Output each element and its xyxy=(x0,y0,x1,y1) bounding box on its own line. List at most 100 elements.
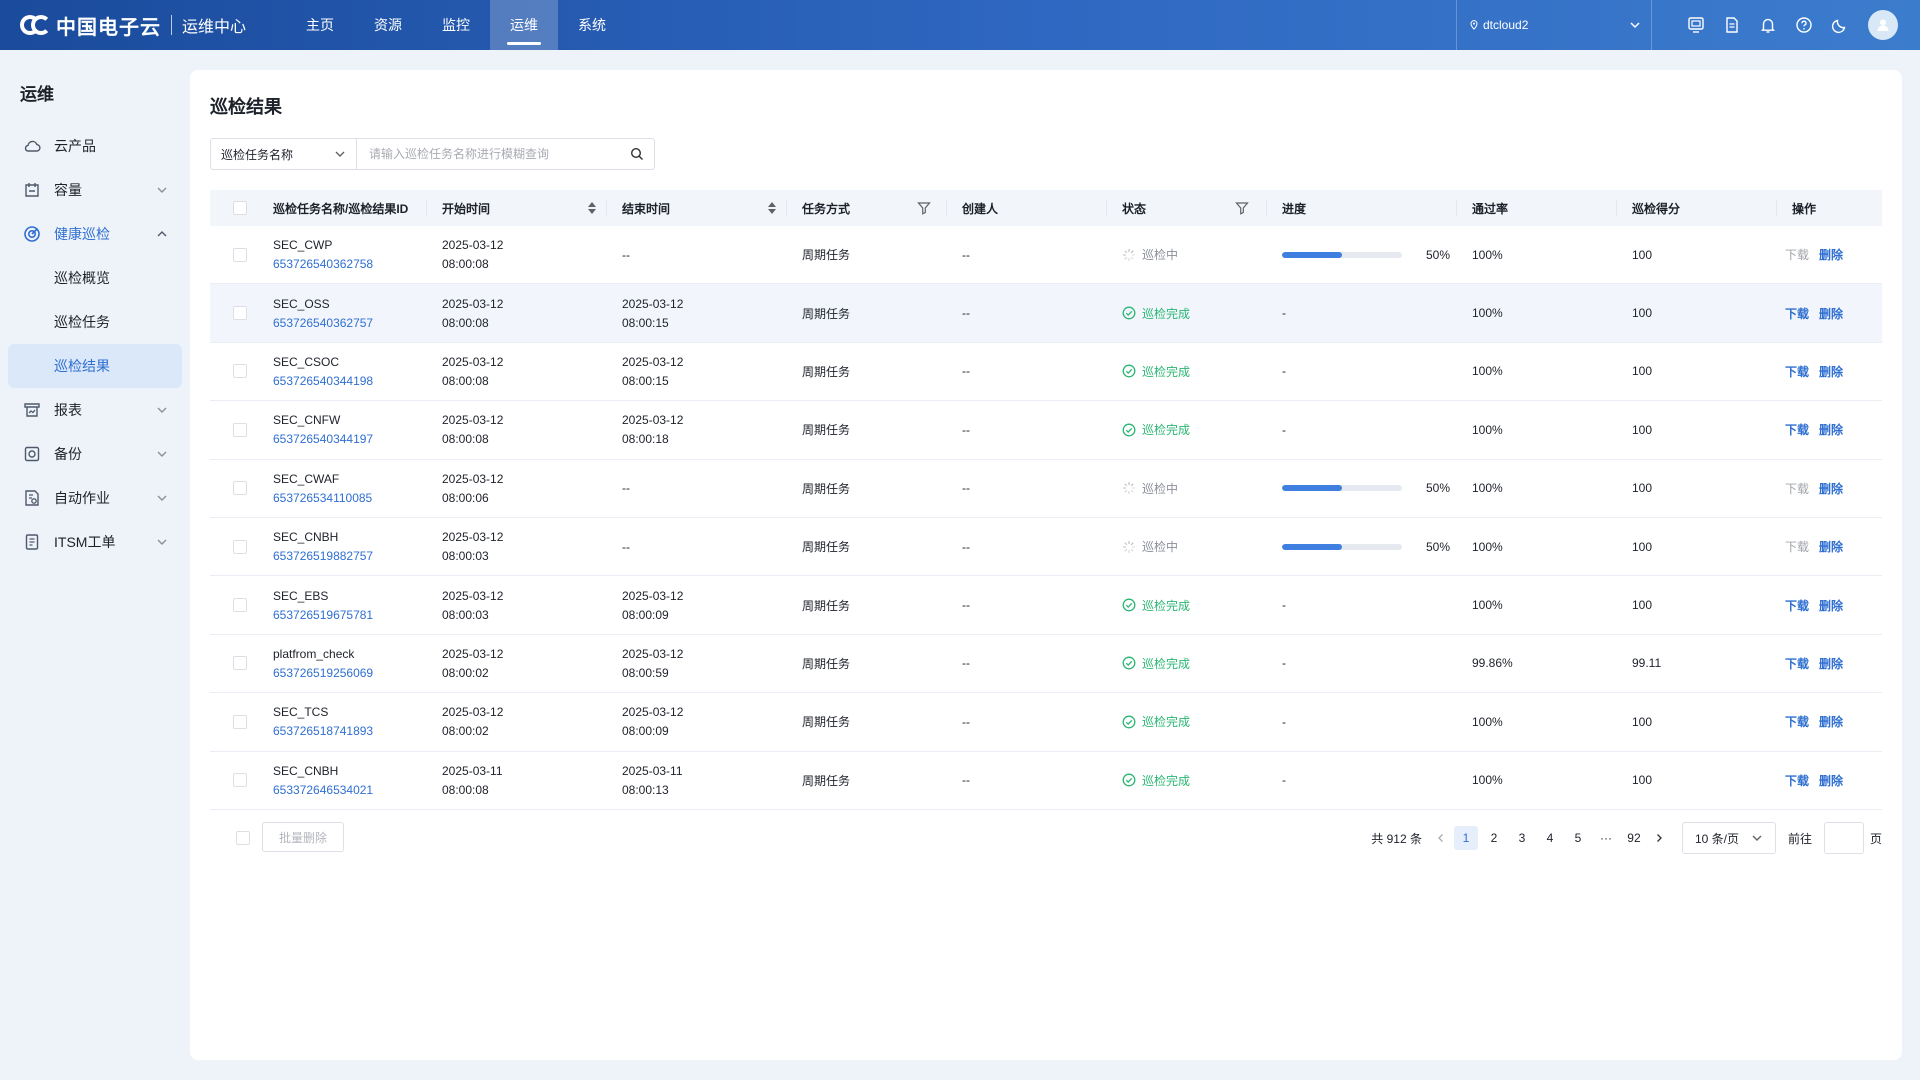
nav-item-2[interactable]: 监控 xyxy=(442,17,470,33)
creator: -- xyxy=(962,714,970,729)
creator: -- xyxy=(962,247,970,262)
sidebar-item-6[interactable]: ITSM工单 xyxy=(8,520,182,564)
delete-link[interactable]: 删除 xyxy=(1819,598,1844,613)
column-header-2: 结束时间 xyxy=(622,201,671,216)
sort-icon[interactable] xyxy=(587,201,597,215)
logo-icon xyxy=(20,13,51,37)
delete-link[interactable]: 删除 xyxy=(1819,423,1844,438)
search-input[interactable] xyxy=(357,139,620,169)
delete-link[interactable]: 删除 xyxy=(1819,656,1844,671)
download-link[interactable]: 下载 xyxy=(1785,423,1810,438)
delete-link[interactable]: 删除 xyxy=(1819,481,1844,496)
filter-icon[interactable] xyxy=(1235,201,1249,215)
more-pages-button[interactable]: ··· xyxy=(1599,831,1612,845)
sidebar-item-3[interactable]: 报表 xyxy=(8,388,182,432)
row-checkbox[interactable] xyxy=(233,714,247,729)
delete-link[interactable]: 删除 xyxy=(1819,306,1844,321)
goto-page-input[interactable] xyxy=(1823,822,1864,854)
page-number[interactable]: 2 xyxy=(1490,831,1498,845)
row-checkbox[interactable] xyxy=(233,773,247,788)
result-id-link[interactable]: 653726519256069 xyxy=(273,665,374,680)
bulk-delete-button[interactable]: 批量删除 xyxy=(262,822,344,852)
result-id-link[interactable]: 653372646534021 xyxy=(273,782,374,797)
start-date: 2025-03-12 xyxy=(442,238,504,253)
page-number[interactable]: 4 xyxy=(1546,831,1554,845)
task-mode: 周期任务 xyxy=(802,306,851,321)
row-checkbox[interactable] xyxy=(233,364,247,379)
account-selector[interactable]: dtcloud2 xyxy=(1456,0,1652,50)
end-date: 2025-03-12 xyxy=(622,588,684,603)
delete-link[interactable]: 删除 xyxy=(1819,715,1844,730)
sidebar-item-5[interactable]: 自动作业 xyxy=(8,476,182,520)
moon-icon[interactable] xyxy=(1828,13,1852,37)
result-id-link[interactable]: 653726540362757 xyxy=(273,315,374,330)
select-all-checkbox[interactable] xyxy=(236,831,250,845)
download-link[interactable]: 下载 xyxy=(1785,598,1810,613)
delete-link[interactable]: 删除 xyxy=(1819,540,1844,555)
sidebar-item-2[interactable]: 健康巡检 xyxy=(8,212,182,256)
row-checkbox[interactable] xyxy=(233,539,247,554)
sidebar-item-0[interactable]: 云产品 xyxy=(8,124,182,168)
next-page-button[interactable] xyxy=(1648,826,1670,850)
result-id-link[interactable]: 653726540344197 xyxy=(273,432,374,447)
page-number[interactable]: 92 xyxy=(1627,831,1641,845)
user-avatar-icon[interactable] xyxy=(1868,10,1898,40)
result-id-link[interactable]: 653726519675781 xyxy=(273,607,374,622)
health-check-icon xyxy=(22,224,42,244)
bell-icon[interactable] xyxy=(1756,13,1780,37)
table-row: SEC_CNBH 653726519882757 2025-03-12 08:00:0… xyxy=(210,518,1882,577)
filter-field-select[interactable]: 巡检任务名称 xyxy=(211,139,357,169)
progress-text: 50% xyxy=(1426,247,1451,262)
download-link[interactable]: 下载 xyxy=(1785,364,1810,379)
score: 100 xyxy=(1632,773,1653,788)
row-checkbox[interactable] xyxy=(233,481,247,496)
delete-link[interactable]: 删除 xyxy=(1819,773,1844,788)
prev-page-button[interactable] xyxy=(1430,826,1452,850)
sidebar-subitem-0[interactable]: 巡检概览 xyxy=(54,270,110,286)
screen-icon[interactable] xyxy=(1684,13,1708,37)
loading-icon xyxy=(1123,540,1135,553)
download-link[interactable]: 下载 xyxy=(1785,773,1810,788)
sidebar-subitem-2[interactable]: 巡检结果 xyxy=(8,344,182,388)
nav-item-0[interactable]: 主页 xyxy=(306,17,334,33)
delete-link[interactable]: 删除 xyxy=(1819,364,1844,379)
capacity-icon xyxy=(22,180,42,200)
logo-subtitle: 运维中心 xyxy=(182,19,247,36)
sidebar-item-1[interactable]: 容量 xyxy=(8,168,182,212)
row-checkbox[interactable] xyxy=(233,247,247,262)
row-checkbox[interactable] xyxy=(233,422,247,437)
filter-icon[interactable] xyxy=(917,201,931,215)
score: 100 xyxy=(1632,714,1653,729)
score: 100 xyxy=(1632,539,1653,554)
select-all-header-checkbox[interactable] xyxy=(233,201,247,215)
help-icon[interactable] xyxy=(1792,13,1816,37)
page-number[interactable]: 1 xyxy=(1453,826,1478,850)
download-link[interactable]: 下载 xyxy=(1785,656,1810,671)
row-checkbox[interactable] xyxy=(233,656,247,671)
page-size-select[interactable]: 10 条/页 xyxy=(1681,822,1776,854)
result-id-link[interactable]: 653726519882757 xyxy=(273,549,374,564)
creator: -- xyxy=(962,364,970,379)
nav-item-1[interactable]: 资源 xyxy=(374,17,402,33)
sidebar-item-4[interactable]: 备份 xyxy=(8,432,182,476)
results-table: 巡检任务名称/巡检结果ID 开始时间 结束时间 任务方式 创建人 状态 进度 通过率 巡检得分 操… xyxy=(210,190,1882,810)
search-button[interactable] xyxy=(620,139,654,169)
download-link[interactable]: 下载 xyxy=(1785,715,1810,730)
sidebar-subitem-1[interactable]: 巡检任务 xyxy=(54,314,110,330)
result-id-link[interactable]: 653726540362758 xyxy=(273,257,374,272)
result-id-link[interactable]: 653726534110085 xyxy=(273,490,373,505)
row-checkbox[interactable] xyxy=(233,306,247,321)
actions-cell: 下载 删除 xyxy=(1785,576,1853,633)
download-link[interactable]: 下载 xyxy=(1785,306,1810,321)
result-id-link[interactable]: 653726540344198 xyxy=(273,373,374,388)
nav-item-3[interactable]: 运维 xyxy=(490,0,558,50)
nav-item-4[interactable]: 系统 xyxy=(578,17,606,33)
sort-icon[interactable] xyxy=(767,201,777,215)
row-checkbox[interactable] xyxy=(233,598,247,613)
logo[interactable]: 中国电子云 运维中心 xyxy=(20,12,247,39)
result-id-link[interactable]: 653726518741893 xyxy=(273,724,374,739)
page-number[interactable]: 3 xyxy=(1518,831,1526,845)
delete-link[interactable]: 删除 xyxy=(1819,248,1844,263)
page-number[interactable]: 5 xyxy=(1574,831,1582,845)
document-icon[interactable] xyxy=(1720,13,1744,37)
